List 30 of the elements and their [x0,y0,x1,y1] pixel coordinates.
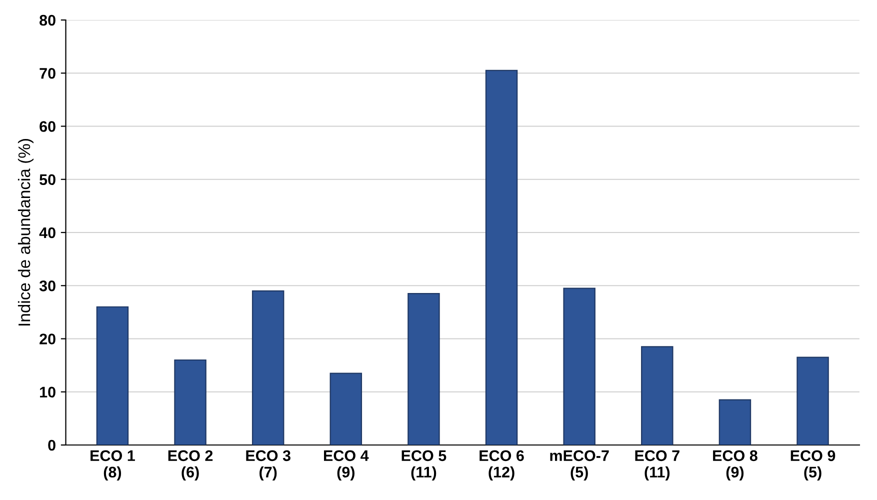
y-tick-label: 0 [48,440,56,451]
y-tick-label: 20 [40,334,56,344]
y-tick-label: 40 [39,227,56,238]
y-tick-label: 80 [40,14,56,26]
x-tick-label: ECO 3 (7) [246,450,290,481]
bar [563,288,596,445]
bar [330,372,362,445]
bar [408,293,440,445]
y-tick-label: 10 [40,386,56,398]
x-tick-label: ECO 1 (8) [90,450,135,481]
bar [796,356,829,445]
bar [718,399,752,445]
x-tick-label: ECO 5 (11) [402,450,446,481]
y-tick-label: 50 [40,174,56,186]
x-tick-label: ECO 8 (9) [713,450,758,481]
y-tick-label: 60 [40,121,56,132]
bar [641,346,674,445]
x-tick-label: ECO 6 (12) [480,450,524,481]
y-axis-title: Indice de abundancia (%) [18,139,34,326]
bar [174,359,206,445]
bar [485,70,518,445]
x-tick-label: ECO 9 (5) [790,450,836,481]
y-tick-label: 70 [40,68,56,79]
x-tick-label: ECO 7 (11) [635,450,680,481]
bar [96,306,129,445]
x-tick-label: mECO-7 (5) [550,450,609,481]
y-tick-label: 30 [39,280,56,292]
bar [252,290,284,445]
x-tick-label: ECO 2 (6) [168,450,213,481]
x-tick-label: ECO 4 (9) [324,450,369,481]
